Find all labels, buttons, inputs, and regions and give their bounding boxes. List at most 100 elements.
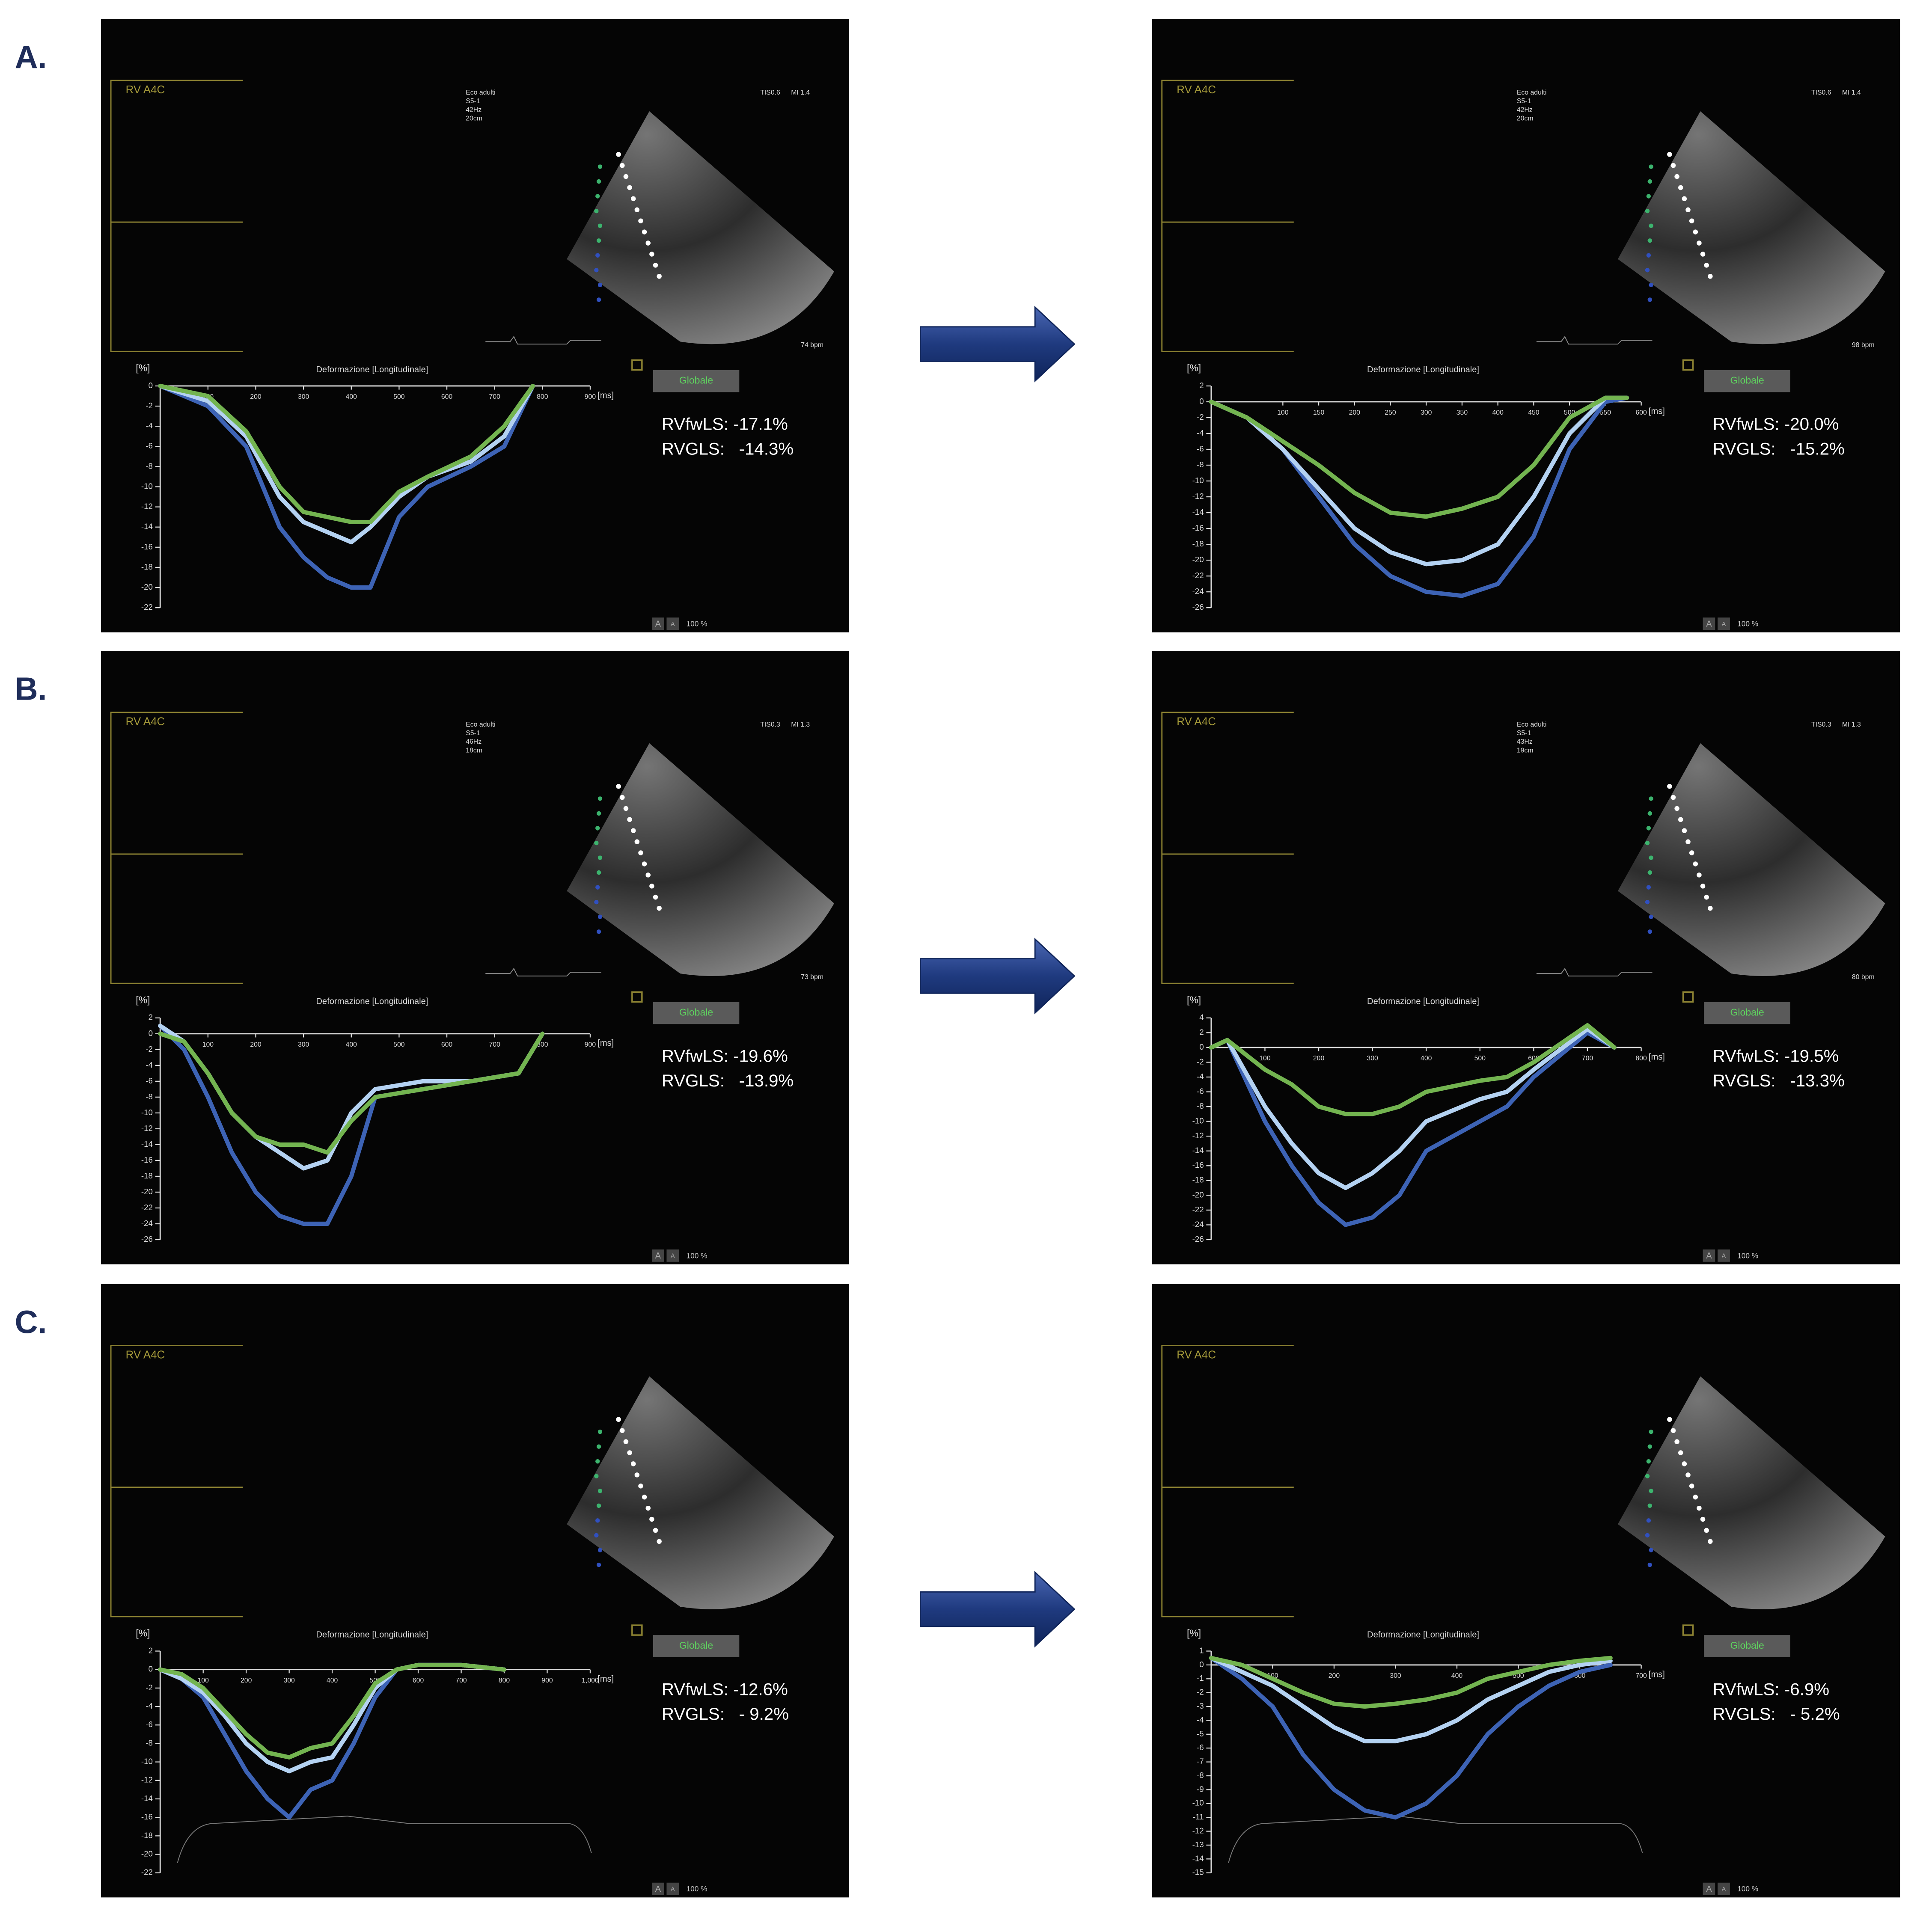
x-tick-label: 400: [1451, 1672, 1463, 1680]
globale-label: Globale: [1730, 1006, 1764, 1018]
tracking-point: [1700, 1516, 1706, 1522]
tracking-point: [623, 806, 629, 811]
panel: RV A4C Globale RVfwLS: -6.9% RVGLS: - 5.2% A…: [1152, 1284, 1900, 1898]
x-tick-label: 700: [1635, 1672, 1647, 1680]
zoom-button-label: A: [1722, 1253, 1726, 1260]
zoom-button-label: A: [1706, 1251, 1712, 1261]
tracking-point: [595, 1518, 600, 1523]
chart-title: Deformazione [Longitudinale]: [316, 997, 428, 1006]
x-tick-label: 400: [1421, 1055, 1432, 1062]
y-tick-label: -18: [1192, 1175, 1204, 1184]
zoom-button: [1718, 617, 1730, 630]
tracking-point: [1649, 164, 1653, 169]
x-tick-label: 250: [1385, 409, 1396, 416]
y-tick-label: -11: [1193, 1812, 1204, 1821]
tracking-point: [1647, 1562, 1652, 1567]
y-tick-label: 0: [149, 1029, 153, 1038]
strain-metric: RVGLS: -13.3%: [1713, 1071, 1845, 1090]
y-tick-label: -12: [141, 502, 153, 511]
tracking-point: [1667, 151, 1672, 157]
x-tick-label: 800: [499, 1677, 510, 1684]
tracking-point: [642, 861, 647, 867]
ecg-trace: [1536, 967, 1653, 976]
y-tick-label: 2: [149, 1646, 153, 1655]
y-tick-label: 2: [1199, 1027, 1204, 1036]
tracking-point: [1689, 850, 1694, 855]
y-tick-label: -3: [1197, 1701, 1204, 1710]
zoom-level: 100 %: [687, 620, 707, 628]
x-tick-label: 500: [393, 1041, 405, 1048]
x-tick-label: 100: [1259, 1055, 1271, 1062]
tracking-point: [595, 885, 600, 890]
y-unit: [%]: [136, 1627, 150, 1638]
y-tick-label: -16: [1192, 523, 1204, 532]
tracking-point: [620, 795, 625, 800]
tracking-point: [1647, 929, 1652, 934]
view-label: RV A4C: [1177, 716, 1216, 728]
arrow: [920, 1570, 1076, 1648]
globale-label: Globale: [679, 1640, 713, 1651]
tracking-point: [596, 1562, 601, 1567]
x-tick-label: 200: [1349, 409, 1361, 416]
tracking-point: [1649, 282, 1653, 288]
zoom-level: 100 %: [1737, 1884, 1758, 1893]
echo-sector: [567, 111, 834, 344]
scan-info: 42Hz: [466, 106, 482, 113]
globale-label: Globale: [679, 1006, 713, 1018]
tracking-point: [1645, 208, 1650, 214]
strain-curve: [1209, 1656, 1613, 1744]
view-bracket: [1161, 1345, 1294, 1617]
x-tick-label: 350: [1456, 409, 1468, 416]
x-tick-label: 100: [1277, 409, 1289, 416]
ecg-trace: [1536, 335, 1653, 345]
y-tick-label: -6: [1197, 1086, 1204, 1095]
tracking-point: [1697, 240, 1702, 246]
tracking-point: [597, 1429, 603, 1434]
tracking-point: [645, 1505, 651, 1511]
marker-square: [631, 1624, 643, 1636]
x-unit: [ms]: [1649, 1052, 1665, 1062]
y-tick-label: -2: [146, 1683, 153, 1692]
tracking-point: [596, 1444, 601, 1449]
tracking-point: [649, 252, 654, 257]
x-tick-label: 400: [346, 393, 357, 401]
view-bracket: [1161, 80, 1294, 352]
mi: MI 1.4: [791, 89, 810, 96]
zoom-button: [666, 1249, 679, 1262]
y-tick-label: -2: [1197, 412, 1204, 421]
scan-info: S5-1: [466, 730, 480, 737]
chart-title: Deformazione [Longitudinale]: [1367, 997, 1479, 1006]
globale-label: Globale: [679, 375, 713, 386]
zoom-level: 100 %: [687, 1251, 707, 1260]
strain-curve: [158, 383, 535, 545]
tracking-point: [1697, 1505, 1702, 1511]
mi: MI 1.4: [1842, 89, 1861, 96]
tracking-point: [594, 268, 599, 273]
tracking-point: [634, 1472, 640, 1478]
globale-button: [1704, 1002, 1790, 1024]
tracking-point: [1645, 840, 1650, 846]
panel-label: B.: [15, 671, 47, 707]
y-tick-label: -16: [141, 1812, 153, 1821]
x-tick-label: 800: [1635, 1055, 1647, 1062]
globale-label: Globale: [1730, 375, 1764, 386]
scan-info: 42Hz: [1517, 106, 1533, 113]
y-tick-label: 2: [1199, 381, 1204, 390]
tracking-point: [596, 929, 601, 934]
x-tick-label: 900: [585, 1041, 596, 1048]
tracking-point: [1647, 870, 1652, 875]
x-tick-label: 150: [1313, 409, 1325, 416]
x-tick-label: 200: [250, 1041, 262, 1048]
tracking-point: [1670, 163, 1676, 168]
tracking-point: [1647, 1503, 1652, 1508]
strain-metric: RVGLS: -14.3%: [662, 439, 794, 458]
tracking-point: [657, 905, 662, 911]
tracking-point: [1646, 1459, 1651, 1464]
x-unit: [ms]: [1649, 1670, 1665, 1679]
tracking-point: [1685, 207, 1691, 213]
zoom-button-label: A: [671, 1253, 675, 1260]
tracking-point: [657, 1539, 662, 1544]
y-tick-label: -20: [141, 1849, 153, 1858]
tracking-point: [1685, 839, 1691, 844]
y-tick-label: -10: [1192, 1116, 1204, 1125]
